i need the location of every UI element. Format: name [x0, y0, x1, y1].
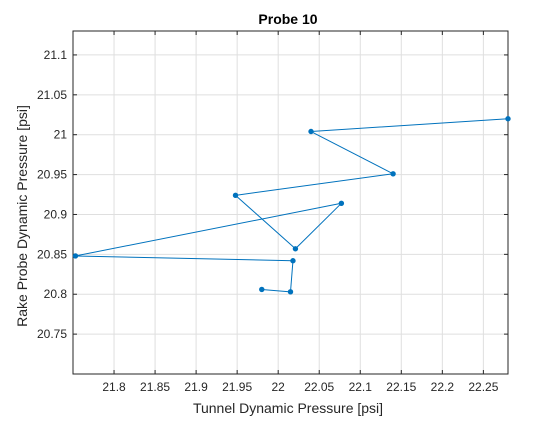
x-tick-label: 21.9	[184, 380, 208, 394]
x-tick-label: 22.25	[468, 380, 498, 394]
data-point	[390, 171, 396, 177]
y-tick-label: 20.75	[37, 327, 67, 341]
y-tick-label: 20.85	[37, 247, 67, 261]
data-point	[259, 286, 265, 293]
data-point	[292, 246, 299, 252]
x-axis-label: Tunnel Dynamic Pressure [psi]	[193, 400, 383, 416]
y-tick-label: 20.8	[44, 287, 68, 301]
y-tick-label: 21.05	[37, 88, 67, 102]
x-tick-label: 22.2	[431, 380, 455, 394]
x-tick-label: 21.95	[222, 380, 252, 394]
x-tick-label: 22.1	[349, 380, 373, 394]
data-point	[287, 289, 294, 295]
axes-box	[72, 30, 509, 375]
y-axis-label: Rake Probe Dynamic Pressure [psi]	[14, 105, 30, 327]
data-point	[505, 116, 511, 122]
y-tick-label: 20.95	[37, 168, 67, 182]
x-tick-label: 22.15	[386, 380, 416, 394]
data-point	[72, 253, 79, 259]
chart-title: Probe 10	[258, 11, 317, 27]
data-point	[232, 192, 239, 199]
x-tick-label: 22.05	[304, 380, 334, 394]
y-tick-label: 20.9	[44, 207, 68, 221]
y-tick-label: 21.1	[44, 48, 68, 62]
x-tick-label: 21.8	[102, 380, 126, 394]
x-tick-label: 22	[272, 380, 286, 394]
plot-area	[73, 31, 508, 374]
x-tick-label: 21.85	[140, 380, 170, 394]
series-line	[74, 118, 509, 293]
data-point	[308, 128, 314, 135]
grid	[73, 31, 508, 374]
axes	[72, 30, 509, 375]
y-tick-label: 21	[54, 128, 68, 142]
data-point	[290, 258, 296, 264]
series	[72, 116, 511, 295]
labels: 21.8 21.85 21.9 21.95 22 22.05 22.1 22.15 22.2 22…	[37, 48, 499, 394]
data-point	[338, 200, 345, 206]
